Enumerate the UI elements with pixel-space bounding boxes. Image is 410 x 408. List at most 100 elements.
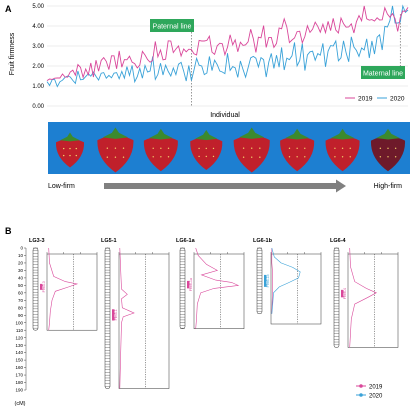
qtl-interval xyxy=(264,274,267,287)
strawberry-seed xyxy=(251,156,253,158)
cm-tick-label: 130 xyxy=(15,343,23,348)
qtl-legend-label-2019: 2019 xyxy=(369,385,383,391)
strawberry-body xyxy=(143,136,178,172)
strawberry-seed xyxy=(349,147,351,149)
strawberry-seed xyxy=(63,147,65,150)
legend-label-2020: 2020 xyxy=(390,96,405,103)
strawberry-seed xyxy=(341,147,344,149)
cm-tick-label: 180 xyxy=(15,380,23,385)
strawberry-row xyxy=(55,127,406,173)
strawberry-seed xyxy=(259,147,261,149)
lod-profile-2020 xyxy=(271,247,301,314)
firmness-y-ticks: 0.00 1.00 2.00 3.00 4.00 5.00 xyxy=(32,4,44,110)
lod-profile-2019 xyxy=(48,247,79,331)
strawberry-seed xyxy=(69,154,71,157)
cm-tick-label: 50 xyxy=(18,283,24,288)
qtl-legend-dot-2020 xyxy=(359,393,363,397)
strawberry-body xyxy=(190,137,223,170)
y-tick-label: 0.00 xyxy=(32,104,44,110)
strawberry-seed xyxy=(75,147,78,150)
linkage-group-name: LG6-1a xyxy=(176,238,196,244)
qtl-label: Ffm6-1a xyxy=(189,278,193,291)
lod-plot-frame xyxy=(193,253,245,329)
linkage-group-name: LG3-3 xyxy=(29,238,45,244)
qtl-legend-dot-2019 xyxy=(359,384,363,388)
strawberry-seed xyxy=(394,147,397,149)
strawberry-photo-strip xyxy=(48,122,410,174)
strawberry-seed xyxy=(167,156,170,158)
lod-profile-2019 xyxy=(119,247,135,389)
chromosome-bar xyxy=(32,247,39,331)
strawberry-seed xyxy=(379,156,382,158)
strawberry-seed xyxy=(304,156,306,158)
qtl-label: Ffm3-3 xyxy=(42,281,46,292)
lod-profile-2019 xyxy=(195,247,240,329)
cm-axis-label: (cM) xyxy=(15,401,26,407)
cm-axis: 0 10 20 30 40 50 60 70 80 90 100 110 120 130 140 150 160… xyxy=(15,246,27,393)
strawberry-body xyxy=(233,135,270,173)
linkage-group-name: LG6-4 xyxy=(330,238,347,244)
firmness-gradient-arrow xyxy=(104,179,346,193)
y-tick-label: 4.00 xyxy=(32,24,44,30)
paternal-label-bg xyxy=(150,19,194,32)
strawberry-seed xyxy=(379,147,382,149)
lod-profile-2019 xyxy=(271,248,274,314)
cm-tick-label: 80 xyxy=(18,305,24,310)
firmness-y-axis-label: Fruit firmness xyxy=(9,32,16,75)
chromosome-bar xyxy=(104,247,111,389)
strawberry-seed xyxy=(242,147,245,149)
linkage-group: LG3-3 Ffm3-3 xyxy=(29,238,98,331)
cm-tick-label: 110 xyxy=(16,328,24,333)
strawberry xyxy=(190,130,223,170)
strawberry-seed xyxy=(205,147,207,150)
strawberry-seed xyxy=(387,147,389,149)
strawberry-calyx xyxy=(285,128,310,140)
qtl-label: Ffm6-4 xyxy=(343,288,347,299)
cm-tick-label: 0 xyxy=(20,246,23,251)
maternal-line-label: Maternal line xyxy=(363,71,403,78)
lod-plot-frame xyxy=(118,253,170,389)
cm-tick-label: 40 xyxy=(18,275,24,280)
qtl-label: Ffm5-1 xyxy=(114,309,118,320)
arrow-shaft xyxy=(104,183,336,189)
linkage-group: LG5-1 Ffm5-1 xyxy=(101,238,170,389)
strawberry-seed xyxy=(288,156,291,158)
lod-plot-frame xyxy=(46,253,98,331)
strawberry xyxy=(55,132,85,168)
strawberry-seed xyxy=(122,156,125,158)
legend-label-2019: 2019 xyxy=(358,96,373,103)
firmness-x-axis-label: Individual xyxy=(210,112,240,119)
cm-tick-label: 160 xyxy=(15,365,23,370)
strawberry xyxy=(280,128,315,172)
qtl-interval xyxy=(112,309,115,321)
strawberry-seed xyxy=(198,147,200,150)
y-tick-label: 2.00 xyxy=(32,64,44,70)
strawberry-seed xyxy=(152,156,154,158)
strawberry-seed xyxy=(349,156,351,158)
series-line-2020 xyxy=(46,4,409,88)
panel-a-label: A xyxy=(5,4,12,14)
strawberry-calyx xyxy=(148,128,173,140)
cm-tick-label: 100 xyxy=(15,320,23,325)
arrow-head xyxy=(336,179,346,193)
strawberry-calyx xyxy=(330,128,355,140)
cm-tick-label: 10 xyxy=(18,253,24,258)
strawberry xyxy=(325,128,360,172)
strawberry-seed xyxy=(387,156,389,158)
strawberry-seed xyxy=(75,154,78,157)
strawberry-seed xyxy=(334,147,336,149)
y-tick-label: 1.00 xyxy=(32,84,44,90)
maternal-line-annotation: Maternal line xyxy=(361,66,405,79)
strawberry xyxy=(97,127,134,173)
strawberry-calyx xyxy=(102,127,129,139)
strawberry-seed xyxy=(205,155,207,158)
qtl-label: Ffm6-1b xyxy=(266,274,270,287)
linkage-group-name: LG6-1b xyxy=(253,238,273,244)
strawberry-seed xyxy=(334,156,336,158)
strawberry-seed xyxy=(160,147,162,149)
strawberry-calyx xyxy=(195,130,218,141)
panel-b-label: B xyxy=(5,226,12,236)
strawberry-seed xyxy=(106,156,109,158)
y-tick-label: 5.00 xyxy=(32,4,44,10)
cm-tick-label: 90 xyxy=(18,313,24,318)
